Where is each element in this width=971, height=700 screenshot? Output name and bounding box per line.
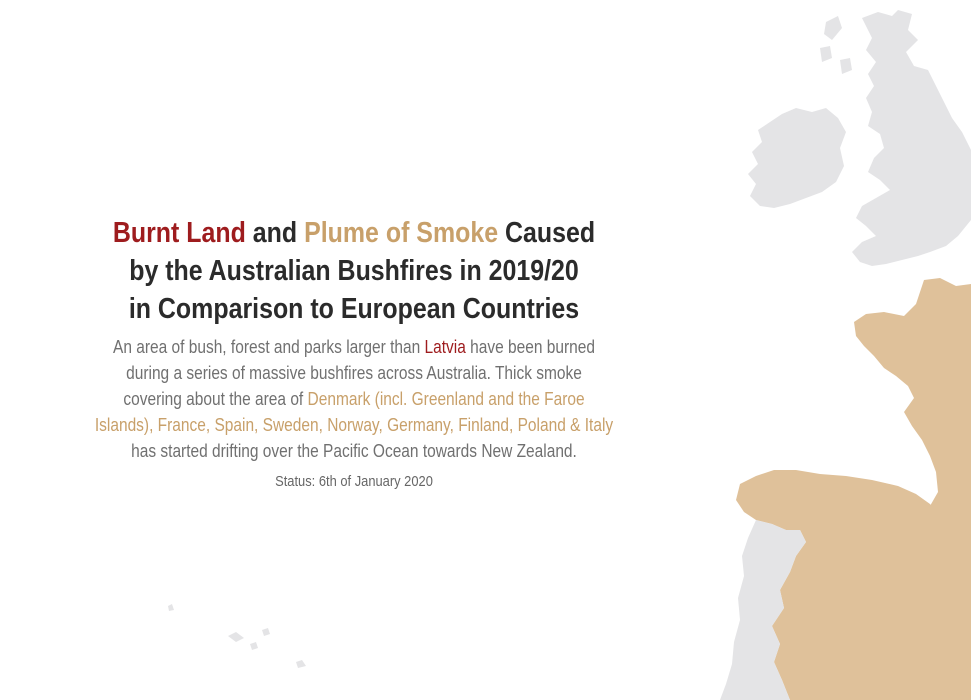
description-latvia: Latvia	[424, 337, 466, 357]
description-line1-start: An area of bush, forest and parks larger…	[113, 337, 421, 357]
title-line1-rest: Caused	[505, 217, 596, 249]
description-line2: during a series of massive bushfires acr…	[126, 363, 582, 383]
status-text: Status: 6th of January 2020	[275, 473, 433, 490]
map-spain	[736, 470, 971, 700]
title-line3: in Comparison to European Countries	[128, 293, 580, 325]
page-title: Burnt Land and Plume of Smoke Caused by …	[84, 214, 624, 328]
title-burnt-land: Burnt Land	[112, 217, 246, 249]
map-balearic-islands	[958, 658, 971, 670]
title-plume-of-smoke: Plume of Smoke	[304, 217, 499, 249]
description-smoke-countries-2: Islands), France, Spain, Sweden, Norway,…	[94, 415, 614, 435]
description-paragraph: An area of bush, forest and parks larger…	[84, 334, 624, 464]
description-line5: has started drifting over the Pacific Oc…	[131, 441, 577, 461]
title-line2: by the Australian Bushfires in 2019/20	[129, 255, 579, 287]
map-scottish-isles	[820, 16, 852, 74]
description-line3-start: covering about the area of	[123, 389, 304, 409]
map-portugal	[720, 520, 806, 700]
map-great-britain	[852, 10, 971, 266]
description-smoke-countries-1: Denmark (incl. Greenland and the Faroe	[307, 389, 585, 409]
title-and: and	[252, 217, 298, 249]
map-ireland	[748, 108, 846, 208]
description-line1-end: have been burned	[470, 337, 595, 357]
map-atlantic-islands	[168, 604, 306, 668]
headline-block: Burnt Land and Plume of Smoke Caused by …	[40, 214, 668, 492]
